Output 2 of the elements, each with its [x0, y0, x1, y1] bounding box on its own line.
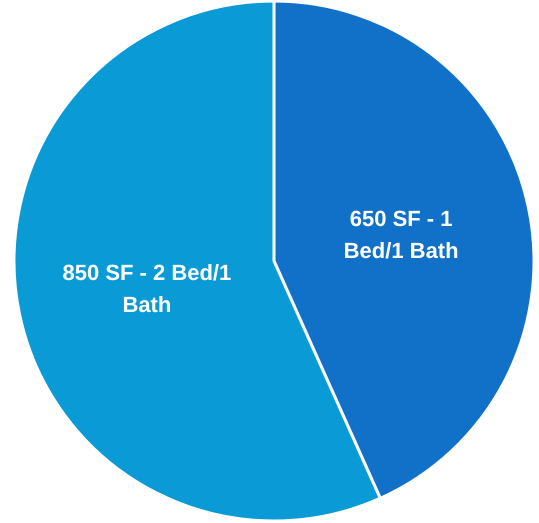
slice-label: 650 SF - 1 Bed/1 Bath: [344, 205, 459, 262]
slice-label: 850 SF - 2 Bed/1 Bath: [62, 260, 232, 317]
